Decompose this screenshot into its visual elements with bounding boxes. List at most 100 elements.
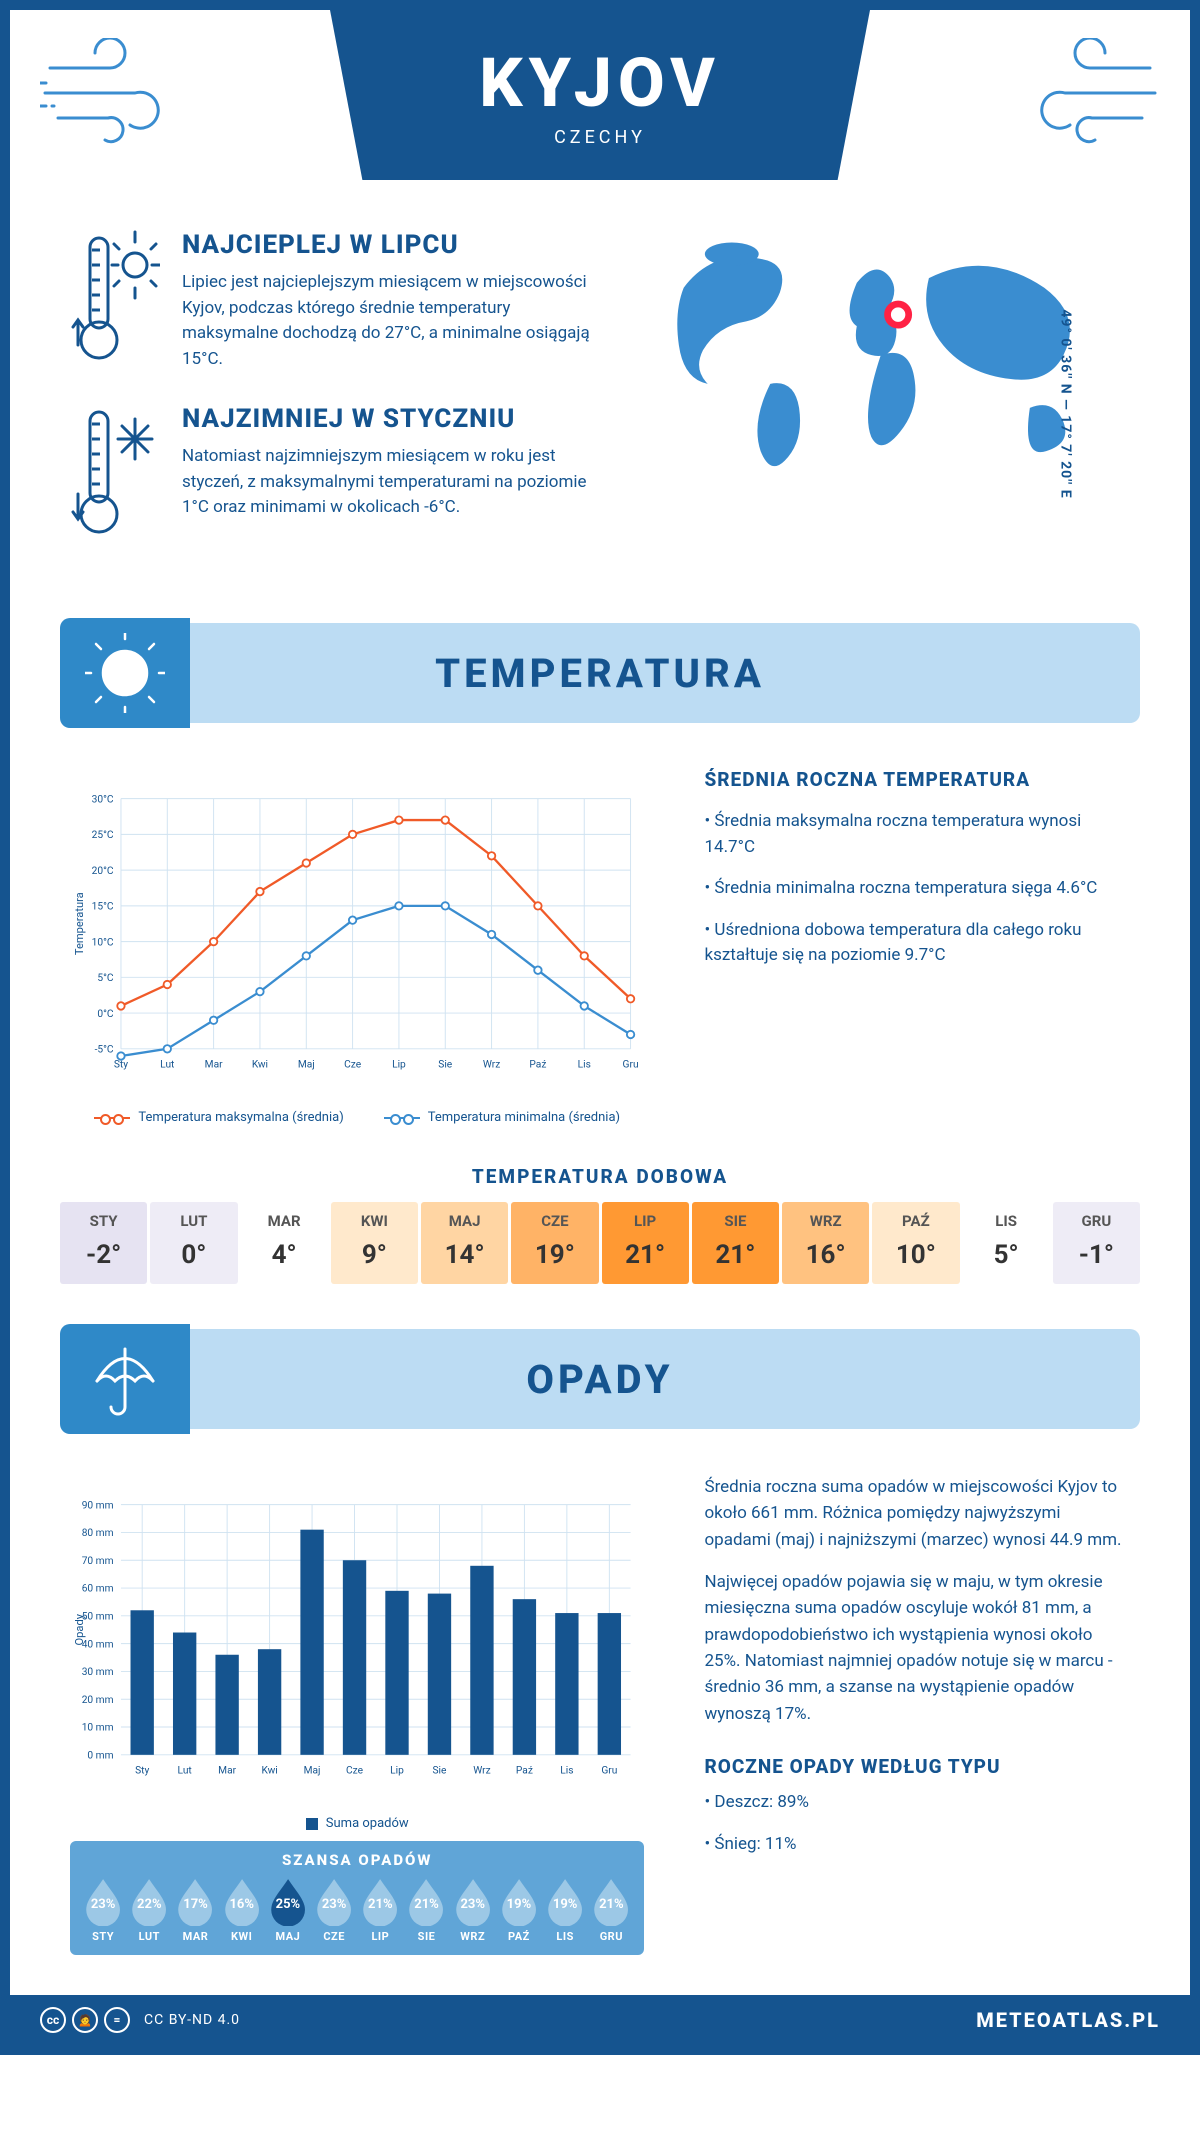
footer: cc 🙍 = CC BY-ND 4.0 METEOATLAS.PL <box>10 1995 1190 2045</box>
svg-text:Sty: Sty <box>135 1765 149 1776</box>
temp-row: -5°C0°C5°C10°C15°C20°C25°C30°CStyLutMarK… <box>10 738 1190 1155</box>
svg-text:Opady: Opady <box>73 1613 86 1645</box>
by-icon: 🙍 <box>72 2007 98 2033</box>
svg-text:Lis: Lis <box>578 1059 591 1070</box>
daily-cell: CZE19° <box>511 1202 598 1284</box>
svg-text:Maj: Maj <box>304 1765 321 1776</box>
chance-cell: 21% LIP <box>359 1877 401 1943</box>
country-name: CZECHY <box>554 127 646 148</box>
hot-title: NAJCIEPLEJ W LIPCU <box>182 230 611 260</box>
precip-bar-chart: 0 mm10 mm20 mm30 mm40 mm50 mm60 mm70 mm8… <box>70 1474 644 1804</box>
chance-cell: 25%MAJ <box>267 1877 309 1943</box>
intro-left: NAJCIEPLEJ W LIPCU Lipiec jest najcieple… <box>70 230 611 578</box>
svg-text:25°C: 25°C <box>92 830 114 841</box>
drop-icon: 19% <box>544 1877 586 1926</box>
cold-text: Natomiast najzimniejszym miesiącem w rok… <box>182 444 611 521</box>
daily-month: GRU <box>1053 1212 1140 1230</box>
daily-month: PAŹ <box>872 1212 959 1230</box>
daily-value: 4° <box>241 1240 328 1270</box>
chance-value: 21% <box>414 1897 439 1912</box>
chance-value: 21% <box>368 1897 393 1912</box>
daily-month: LIS <box>963 1212 1050 1230</box>
svg-text:90 mm: 90 mm <box>82 1500 114 1511</box>
chance-value: 16% <box>229 1897 254 1912</box>
svg-text:Kwi: Kwi <box>252 1059 268 1070</box>
svg-text:Gru: Gru <box>601 1765 617 1776</box>
chance-month: WRZ <box>452 1930 494 1943</box>
precip-type-bullet: • Śnieg: 11% <box>704 1832 1130 1858</box>
hot-block: NAJCIEPLEJ W LIPCU Lipiec jest najcieple… <box>70 230 611 374</box>
chance-box: SZANSA OPADÓW 23%STY22%LUT17%MAR16%KWI25… <box>70 1841 644 1955</box>
daily-month: SIE <box>692 1212 779 1230</box>
svg-text:40 mm: 40 mm <box>82 1639 114 1650</box>
precip-title: OPADY <box>60 1356 1140 1403</box>
chance-month: GRU <box>590 1930 632 1943</box>
chance-month: LIS <box>544 1930 586 1943</box>
daily-value: 16° <box>782 1240 869 1270</box>
drop-icon: 23% <box>452 1877 494 1926</box>
cc-icons: cc 🙍 = <box>40 2007 130 2033</box>
chance-month: CZE <box>313 1930 355 1943</box>
daily-month: MAJ <box>421 1212 508 1230</box>
daily-cell: STY-2° <box>60 1202 147 1284</box>
chance-month: PAŹ <box>498 1930 540 1943</box>
svg-text:Lut: Lut <box>160 1059 174 1070</box>
legend-sum-label: Suma opadów <box>326 1816 409 1831</box>
temp-side: ŚREDNIA ROCZNA TEMPERATURA • Średnia mak… <box>704 768 1130 1125</box>
temp-chart-holder: -5°C0°C5°C10°C15°C20°C25°C30°CStyLutMarK… <box>70 768 644 1125</box>
drop-icon: 17% <box>174 1877 216 1926</box>
daily-month: LUT <box>150 1212 237 1230</box>
daily-value: 9° <box>331 1240 418 1270</box>
chance-month: KWI <box>221 1930 263 1943</box>
daily-cell: SIE21° <box>692 1202 779 1284</box>
svg-text:50 mm: 50 mm <box>82 1612 114 1623</box>
svg-text:Wrz: Wrz <box>483 1059 500 1070</box>
chance-month: LIP <box>359 1930 401 1943</box>
daily-value: 5° <box>963 1240 1050 1270</box>
precip-row: 0 mm10 mm20 mm30 mm40 mm50 mm60 mm70 mm8… <box>10 1444 1190 1965</box>
chance-month: LUT <box>128 1930 170 1943</box>
svg-text:Lis: Lis <box>560 1765 573 1776</box>
svg-text:Cze: Cze <box>344 1059 362 1070</box>
chance-cell: 19%PAŹ <box>498 1877 540 1943</box>
daily-value: 10° <box>872 1240 959 1270</box>
chance-value: 23% <box>460 1897 485 1912</box>
precip-p2: Najwięcej opadów pojawia się w maju, w t… <box>704 1569 1130 1727</box>
chance-cell: 17%MAR <box>174 1877 216 1943</box>
svg-text:0 mm: 0 mm <box>87 1751 113 1762</box>
chance-value: 21% <box>599 1897 624 1912</box>
legend-max: .legend-swatch[style*="f05a28"]::before,… <box>94 1110 343 1125</box>
svg-text:20°C: 20°C <box>92 866 114 877</box>
precip-type-bullet: • Deszcz: 89% <box>704 1790 1130 1816</box>
chance-value: 23% <box>322 1897 347 1912</box>
chance-value: 19% <box>553 1897 578 1912</box>
thermometer-snow-icon <box>70 404 160 548</box>
daily-month: CZE <box>511 1212 598 1230</box>
page: KYJOV CZECHY N <box>0 0 1200 2055</box>
chance-title: SZANSA OPADÓW <box>82 1851 632 1869</box>
world-map-icon <box>641 230 1130 480</box>
svg-text:Sty: Sty <box>114 1059 128 1070</box>
svg-text:Paź: Paź <box>529 1059 546 1070</box>
cold-title: NAJZIMNIEJ W STYCZNIU <box>182 404 611 434</box>
svg-text:Wrz: Wrz <box>473 1765 490 1776</box>
intro-right: 49° 0' 36'' N — 17° 7' 20'' E <box>641 230 1130 578</box>
svg-text:20 mm: 20 mm <box>82 1695 114 1706</box>
svg-text:Cze: Cze <box>346 1765 364 1776</box>
legend-min-label: Temperatura minimalna (średnia) <box>428 1110 620 1125</box>
precip-side: Średnia roczna suma opadów w miejscowośc… <box>704 1474 1130 1955</box>
hot-text: Lipiec jest najcieplejszym miesiącem w m… <box>182 270 611 372</box>
drop-icon: 21% <box>359 1877 401 1926</box>
chance-month: MAJ <box>267 1930 309 1943</box>
daily-month: LIP <box>602 1212 689 1230</box>
svg-text:Lip: Lip <box>392 1059 406 1070</box>
daily-cell: WRZ16° <box>782 1202 869 1284</box>
svg-text:Lip: Lip <box>390 1765 404 1776</box>
drop-icon: 23% <box>313 1877 355 1926</box>
temp-section-header: TEMPERATURA <box>60 623 1140 723</box>
svg-text:Mar: Mar <box>218 1765 236 1776</box>
daily-value: -2° <box>60 1240 147 1270</box>
svg-text:10°C: 10°C <box>92 937 114 948</box>
chance-month: STY <box>82 1930 124 1943</box>
drop-icon: 21% <box>405 1877 447 1926</box>
